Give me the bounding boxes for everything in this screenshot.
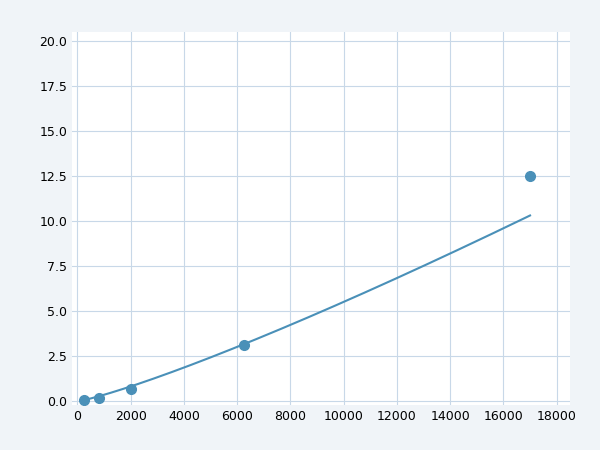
Point [94,394,103,401]
Point [126,385,136,392]
Point [525,172,535,180]
Point [79,396,89,403]
Point [239,342,248,349]
